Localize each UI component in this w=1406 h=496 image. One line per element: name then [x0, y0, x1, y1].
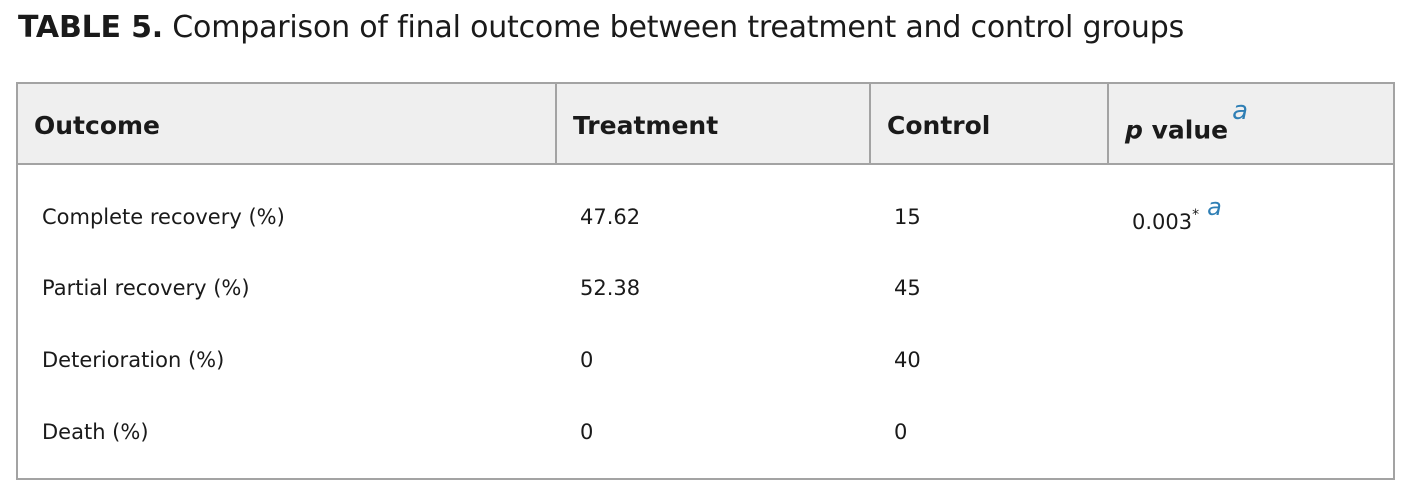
cell-p-value: 0.003* a: [1108, 164, 1393, 252]
cell-control: 45: [894, 276, 921, 300]
table-row: Complete recovery (%) 47.62 15 0.003* a: [18, 164, 1393, 252]
table-header-row: Outcome Treatment Control p valuea: [18, 84, 1393, 165]
header-p-value-label: p valuea: [1125, 96, 1248, 145]
cell-treatment: 0: [580, 420, 594, 444]
header-footnote-link[interactable]: a: [1232, 96, 1249, 127]
cell-treatment: 52.38: [580, 276, 641, 300]
table-caption: TABLE 5. Comparison of final outcome bet…: [18, 8, 1184, 48]
cell-p-value: [1108, 324, 1393, 396]
table-row: Death (%) 0 0: [18, 396, 1393, 468]
header-outcome: Outcome: [18, 84, 557, 165]
p-value-number: 0.003: [1132, 210, 1193, 234]
header-p-value-rest: value: [1142, 115, 1229, 145]
table-row: Partial recovery (%) 52.38 45: [18, 252, 1393, 324]
cell-outcome: Complete recovery (%): [42, 204, 285, 229]
header-p-value: p valuea: [1108, 84, 1393, 165]
table-caption-text: Comparison of final outcome between trea…: [172, 10, 1185, 45]
cell-control: 15: [894, 204, 921, 229]
header-treatment-label: Treatment: [573, 111, 719, 140]
table-caption-label: TABLE 5.: [18, 10, 163, 45]
cell-treatment: 0: [580, 348, 594, 372]
cell-outcome: Death (%): [42, 420, 149, 444]
outcome-table: Outcome Treatment Control p valuea Compl…: [16, 82, 1395, 480]
cell-p-value: [1108, 252, 1393, 324]
header-control-label: Control: [887, 111, 991, 140]
cell-treatment: 47.62: [580, 204, 641, 229]
cell-outcome: Partial recovery (%): [42, 276, 250, 300]
header-p-value-italic: p: [1125, 115, 1143, 145]
header-outcome-label: Outcome: [34, 111, 161, 140]
cell-control: 0: [894, 420, 908, 444]
table-row: Deterioration (%) 0 40: [18, 324, 1393, 396]
header-control: Control: [870, 84, 1109, 165]
outcome-table-grid: Outcome Treatment Control p valuea Compl…: [18, 84, 1393, 468]
cell-outcome: Deterioration (%): [42, 348, 225, 372]
table-header: Outcome Treatment Control p valuea: [18, 84, 1393, 165]
significance-mark: *: [1192, 207, 1200, 223]
table-body: Complete recovery (%) 47.62 15 0.003* a P…: [18, 164, 1393, 468]
header-treatment: Treatment: [556, 84, 871, 165]
cell-p-value: [1108, 396, 1393, 468]
cell-footnote-link[interactable]: a: [1207, 193, 1222, 221]
cell-control: 40: [894, 348, 921, 372]
